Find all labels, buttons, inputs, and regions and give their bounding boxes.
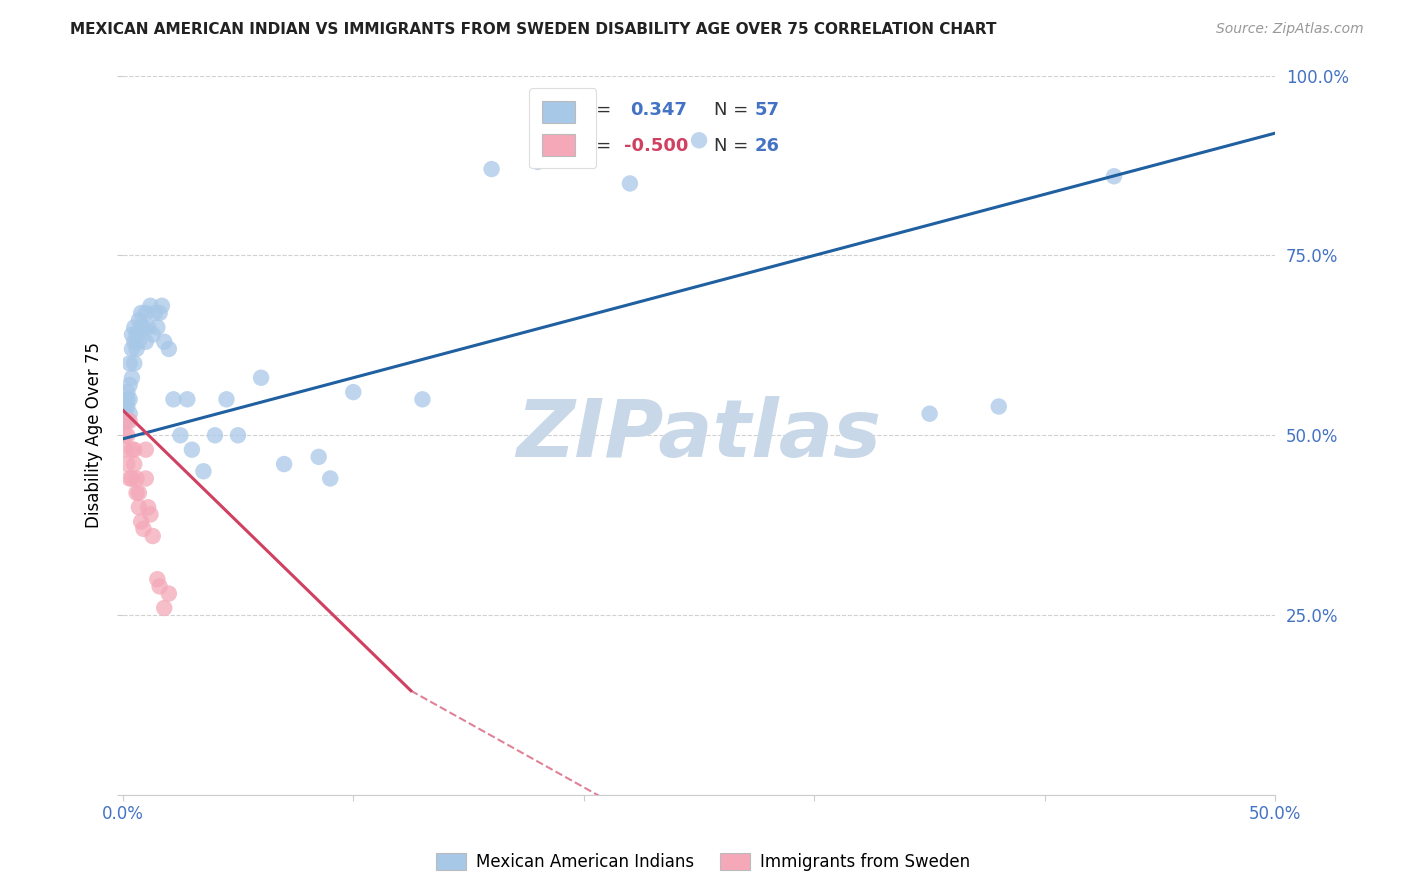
Point (169, 428, 191, 442)
Text: R =: R = (578, 101, 623, 119)
Legend: Mexican American Indians, Immigrants from Sweden: Mexican American Indians, Immigrants fro… (427, 845, 979, 880)
Point (118, 356, 141, 370)
Point (142, 529, 165, 543)
Point (129, 515, 152, 529)
Point (122, 457, 145, 471)
Text: MEXICAN AMERICAN INDIAN VS IMMIGRANTS FROM SWEDEN DISABILITY AGE OVER 75 CORRELA: MEXICAN AMERICAN INDIAN VS IMMIGRANTS FR… (70, 22, 997, 37)
Point (117, 414, 139, 428)
Point (121, 327, 143, 342)
Point (125, 327, 148, 342)
Point (129, 306, 152, 320)
Point (121, 471, 143, 485)
Point (226, 428, 249, 442)
Point (122, 356, 145, 370)
Text: ZIPatlas: ZIPatlas (516, 396, 882, 475)
Point (117, 392, 139, 407)
Point (125, 471, 148, 485)
Point (114, 414, 136, 428)
Point (572, 140, 595, 154)
Point (129, 320, 152, 334)
Point (139, 299, 162, 313)
Point (918, 407, 941, 421)
Text: 0.347: 0.347 (630, 101, 686, 119)
Point (117, 385, 139, 400)
Point (146, 572, 169, 586)
Point (1102, 169, 1125, 184)
Point (204, 428, 226, 442)
Point (114, 407, 136, 421)
Point (162, 392, 184, 407)
Point (122, 442, 145, 457)
Text: Source: ZipAtlas.com: Source: ZipAtlas.com (1216, 22, 1364, 37)
Legend: , : , (530, 88, 596, 169)
Point (146, 320, 169, 334)
Point (273, 457, 295, 471)
Y-axis label: Disability Age Over 75: Disability Age Over 75 (86, 343, 103, 528)
Point (411, 392, 433, 407)
Point (136, 500, 159, 515)
Point (142, 327, 165, 342)
Point (118, 471, 141, 485)
Point (114, 400, 136, 414)
Point (117, 428, 139, 442)
Text: 57: 57 (755, 101, 779, 119)
Point (118, 392, 141, 407)
Point (114, 442, 136, 457)
Point (342, 385, 364, 400)
Point (149, 306, 172, 320)
Point (118, 414, 141, 428)
Point (149, 579, 172, 593)
Point (128, 313, 150, 327)
Point (619, 177, 641, 191)
Text: R =: R = (578, 136, 617, 154)
Point (121, 342, 143, 356)
Text: N =: N = (714, 101, 754, 119)
Point (121, 442, 143, 457)
Point (481, 162, 503, 177)
Point (153, 334, 176, 349)
Point (117, 400, 139, 414)
Point (125, 486, 148, 500)
Point (122, 320, 145, 334)
Point (176, 392, 198, 407)
Point (125, 342, 148, 356)
Point (135, 334, 157, 349)
Point (114, 414, 136, 428)
Point (135, 442, 157, 457)
Point (132, 320, 155, 334)
Point (150, 299, 173, 313)
Point (526, 154, 548, 169)
Point (128, 334, 150, 349)
Point (987, 400, 1010, 414)
Point (128, 500, 150, 515)
Point (136, 320, 159, 334)
Point (143, 306, 166, 320)
Point (135, 306, 157, 320)
Text: 26: 26 (755, 136, 779, 154)
Point (193, 464, 215, 478)
Point (308, 450, 330, 464)
Point (118, 378, 141, 392)
Point (180, 442, 202, 457)
Point (114, 428, 136, 442)
Point (121, 370, 143, 384)
Point (157, 586, 180, 600)
Point (153, 601, 176, 615)
Point (139, 508, 162, 522)
Point (118, 407, 141, 421)
Point (117, 457, 139, 471)
Point (122, 334, 145, 349)
Text: -0.500: -0.500 (624, 136, 689, 154)
Point (250, 370, 273, 384)
Point (215, 392, 238, 407)
Point (132, 522, 155, 536)
Point (128, 486, 150, 500)
Point (135, 471, 157, 485)
Point (688, 133, 710, 147)
Point (319, 471, 342, 485)
Text: N =: N = (714, 136, 754, 154)
Point (157, 342, 180, 356)
